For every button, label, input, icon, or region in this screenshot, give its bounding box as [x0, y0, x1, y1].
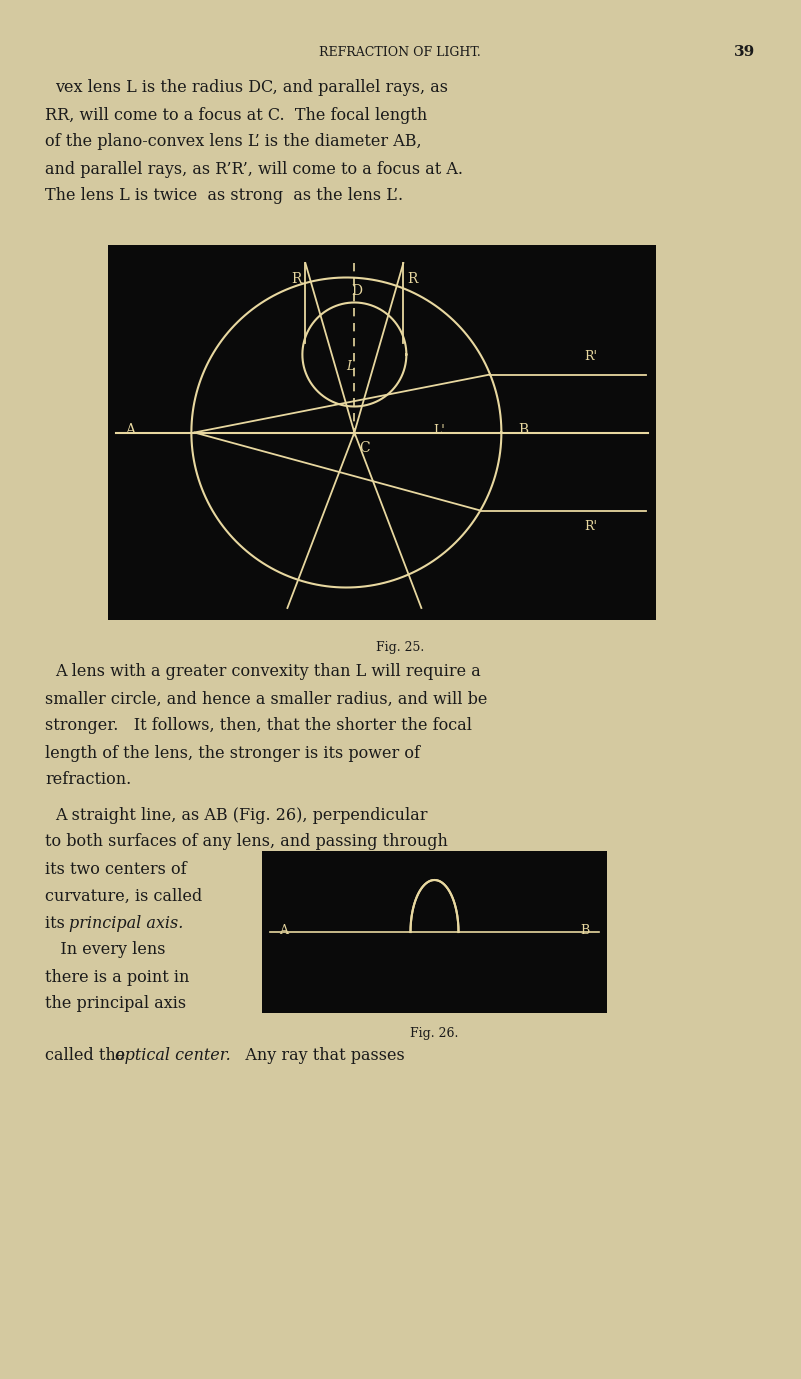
Text: curvature, is called: curvature, is called: [45, 888, 202, 905]
Text: smaller circle, and hence a smaller radius, and will be: smaller circle, and hence a smaller radi…: [45, 691, 487, 707]
Text: A straight line, as AB (Fig. 26), perpendicular: A straight line, as AB (Fig. 26), perpen…: [55, 807, 428, 823]
Text: D: D: [351, 284, 362, 298]
Text: The lens L is twice  as strong  as the lens L’.: The lens L is twice as strong as the len…: [45, 188, 403, 204]
Text: REFRACTION OF LIGHT.: REFRACTION OF LIGHT.: [319, 46, 481, 58]
Text: Fig. 26.: Fig. 26.: [410, 1026, 459, 1040]
Text: RR, will come to a focus at C.  The focal length: RR, will come to a focus at C. The focal…: [45, 106, 427, 124]
Text: B: B: [581, 924, 590, 938]
Text: R: R: [408, 272, 418, 285]
Text: of the plano-convex lens L’ is the diameter AB,: of the plano-convex lens L’ is the diame…: [45, 134, 421, 150]
Text: principal axis.: principal axis.: [69, 914, 183, 931]
Text: A: A: [280, 924, 288, 938]
Text: In every lens: In every lens: [45, 942, 166, 958]
Text: Any ray that passes: Any ray that passes: [230, 1047, 405, 1063]
Text: B: B: [518, 423, 529, 437]
Text: A: A: [125, 423, 135, 437]
Text: A lens with a greater convexity than L will require a: A lens with a greater convexity than L w…: [55, 663, 481, 680]
Bar: [262, 851, 607, 1014]
Text: Fig. 25.: Fig. 25.: [376, 641, 424, 655]
Text: R': R': [584, 520, 597, 534]
Bar: [108, 245, 656, 621]
Text: R: R: [292, 272, 302, 285]
Text: the principal axis: the principal axis: [45, 996, 186, 1012]
Text: called the: called the: [45, 1047, 131, 1063]
Text: L': L': [433, 423, 445, 437]
Text: L: L: [346, 360, 355, 372]
Text: to both surfaces of any lens, and passing through: to both surfaces of any lens, and passin…: [45, 833, 448, 851]
Text: and parallel rays, as R’R’, will come to a focus at A.: and parallel rays, as R’R’, will come to…: [45, 160, 463, 178]
Text: 39: 39: [735, 46, 755, 59]
Text: vex lens L is the radius DC, and parallel rays, as: vex lens L is the radius DC, and paralle…: [55, 80, 448, 97]
Text: stronger.   It follows, then, that the shorter the focal: stronger. It follows, then, that the sho…: [45, 717, 472, 735]
Text: optical center.: optical center.: [115, 1047, 231, 1063]
Text: R': R': [584, 350, 597, 364]
Text: there is a point in: there is a point in: [45, 968, 189, 986]
Text: refraction.: refraction.: [45, 771, 131, 789]
Text: length of the lens, the stronger is its power of: length of the lens, the stronger is its …: [45, 745, 420, 761]
Text: C: C: [359, 441, 370, 455]
Text: its: its: [45, 914, 70, 931]
Text: its two centers of: its two centers of: [45, 860, 187, 877]
